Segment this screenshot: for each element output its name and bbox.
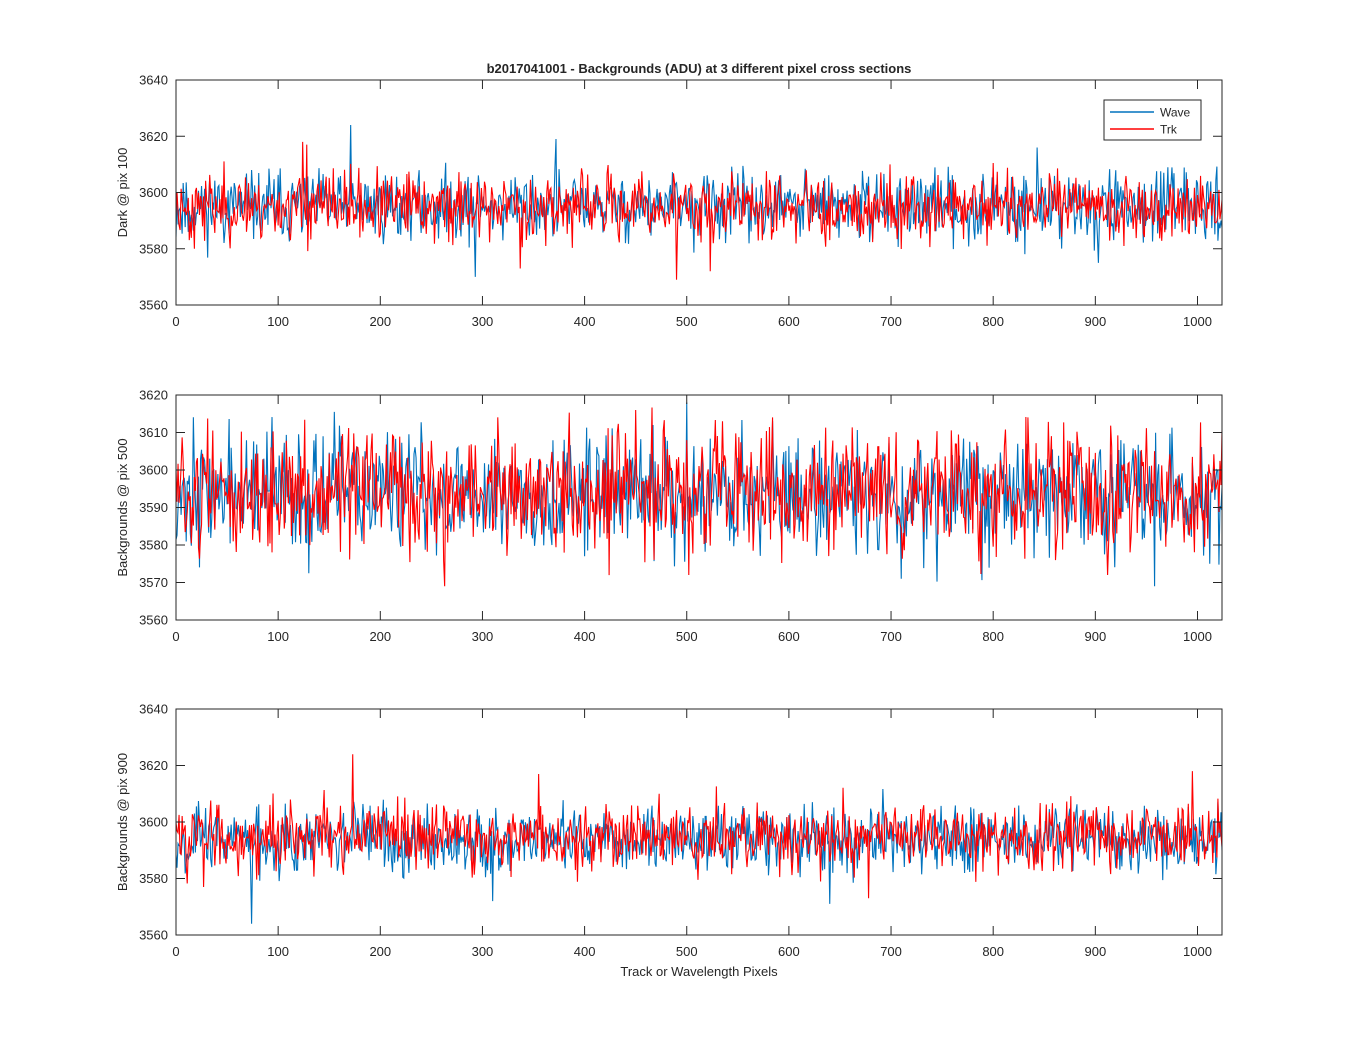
x-axis-label: Track or Wavelength Pixels [620,964,778,979]
y-tick-label: 3600 [139,185,168,200]
subplot-2: 0 100 200 300 400 500 600 700 800 900 1000 3560 3570… [115,388,1223,644]
y-axis-label: Backgrounds @ pix 900 [115,753,130,891]
figure-title: b2017041001 - Backgrounds (ADU) at 3 dif… [487,61,912,76]
x-tick-label: 100 [267,629,289,644]
series-line-trk [176,754,1222,899]
x-tick-label: 600 [778,629,800,644]
x-tick-label: 100 [267,944,289,959]
x-tick-label: 1000 [1183,314,1212,329]
x-tick-label: 0 [172,944,179,959]
y-tick-label: 3600 [139,815,168,830]
y-tick-label: 3640 [139,73,168,88]
subplot-1: 0 100 200 300 400 500 600 700 800 900 1000 3560 3580… [115,73,1223,329]
x-tick-label: 400 [574,944,596,959]
y-tick-label: 3560 [139,928,168,943]
y-tick-label: 3640 [139,702,168,717]
x-tick-label: 400 [574,629,596,644]
x-tick-label: 800 [982,944,1004,959]
x-tick-label: 600 [778,314,800,329]
y-tick-label: 3620 [139,388,168,403]
x-tick-label: 900 [1084,314,1106,329]
series-line-trk [176,407,1222,587]
y-axis-label: Backgrounds @ pix 500 [115,438,130,576]
x-tick-label: 500 [676,944,698,959]
legend-label-wave: Wave [1160,106,1191,120]
x-tick-label: 900 [1084,944,1106,959]
x-tick-label: 100 [267,314,289,329]
x-tick-label: 0 [172,314,179,329]
legend-box [1103,99,1202,141]
x-tick-label: 800 [982,314,1004,329]
x-tick-label: 500 [676,314,698,329]
x-tick-label: 200 [369,944,391,959]
y-axis-label: Dark @ pix 100 [115,148,130,238]
x-tick-label: 200 [369,629,391,644]
y-tick-label: 3570 [139,575,168,590]
x-tick-label: 300 [472,944,494,959]
x-tick-label: 500 [676,629,698,644]
legend-label-trk: Trk [1160,123,1178,137]
legend: Wave Trk [1103,99,1202,141]
y-tick-label: 3620 [139,758,168,773]
x-tick-label: 700 [880,944,902,959]
y-tick-label: 3580 [139,538,168,553]
x-tick-label: 900 [1084,629,1106,644]
y-tick-label: 3620 [139,129,168,144]
x-tick-label: 1000 [1183,629,1212,644]
x-tick-label: 300 [472,629,494,644]
x-tick-label: 200 [369,314,391,329]
x-tick-label: 1000 [1183,944,1212,959]
x-tick-label: 700 [880,629,902,644]
x-tick-label: 0 [172,629,179,644]
y-tick-label: 3560 [139,613,168,628]
x-tick-label: 700 [880,314,902,329]
x-tick-label: 600 [778,944,800,959]
x-tick-label: 300 [472,314,494,329]
x-tick-label: 400 [574,314,596,329]
x-tick-label: 800 [982,629,1004,644]
y-tick-label: 3590 [139,500,168,515]
series-line-trk [176,141,1222,280]
y-tick-label: 3600 [139,463,168,478]
subplot-3: 0 100 200 300 400 500 600 700 800 900 1000 3560 3580… [115,702,1223,979]
y-tick-label: 3580 [139,241,168,256]
y-tick-label: 3560 [139,298,168,313]
y-tick-label: 3580 [139,871,168,886]
y-tick-label: 3610 [139,425,168,440]
